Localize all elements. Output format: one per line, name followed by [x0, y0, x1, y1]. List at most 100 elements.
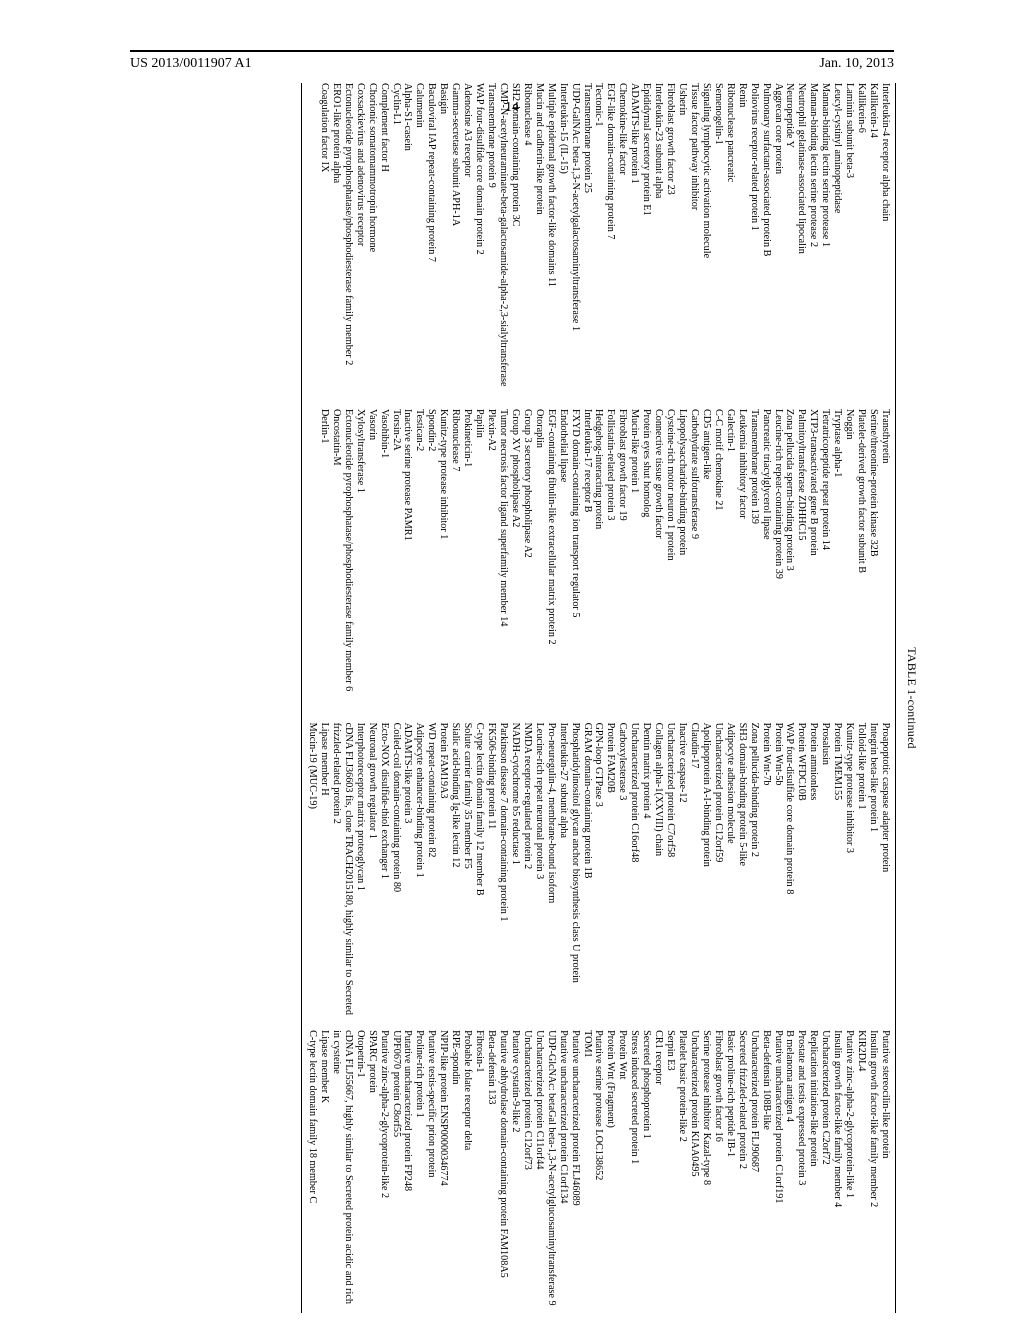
table-cell: Protein Wnt-5b	[772, 723, 784, 1025]
table-cell: Platelet basic protein-like 2	[676, 1030, 688, 1313]
table-cell: Proapoptotic caspase adapter protein	[879, 723, 891, 1025]
table-cell: SPARC protein	[366, 1030, 378, 1313]
table-cell: NPIP-like protein ENSP00000346774	[437, 1030, 449, 1313]
table-cell: Putative uncharacterized protein FP248	[402, 1030, 414, 1313]
table-cell: Semenogelin-1	[712, 83, 724, 403]
table-cell: Transmembrane protein 25	[581, 83, 593, 403]
table-cell: Neuropeptide Y	[784, 83, 796, 403]
table-cell: C-type lectin domain family 12 member B	[473, 723, 485, 1025]
table-cell: Coxsackievirus and adenovirus receptor	[354, 83, 366, 403]
table-cell: Adipocyte adhesion molecule	[724, 723, 736, 1025]
table-cell: Secreted frizzled-related protein 2	[736, 1030, 748, 1313]
table-cell: Putative serine protease LOC138652	[593, 1030, 605, 1313]
table-cell: Putative zinc-alpha-2-glycoprotein-like …	[378, 1030, 390, 1313]
table-cell: Kunitz-type protease inhibitor 1	[437, 409, 449, 717]
table-cell: Inactive serine protease PAMR1	[402, 409, 414, 717]
table-cell: Prokineticin-1	[461, 409, 473, 717]
table-cell: Prosalusin	[819, 723, 831, 1025]
table-cell: Follistatin-related protein 3	[605, 409, 617, 717]
table-body: Interleukin-4 receptor alpha chainKallik…	[304, 83, 893, 1313]
table-cell: Group 3 secretory phospholipase A2	[521, 409, 533, 717]
table-cell: Mannan-binding lectin serine protease 2	[807, 83, 819, 403]
table-cell: Sialic acid-binding Ig-like lectin 12	[449, 723, 461, 1025]
table-cell: Mucin-like protein 1	[628, 409, 640, 717]
table-cell: Basigin	[437, 83, 449, 403]
table-cell: Tolloid-like protein 1	[855, 723, 867, 1025]
table-cell: Kallikrein-14	[867, 83, 879, 403]
table-cell: Protein FAM20B	[605, 723, 617, 1025]
table-cell: Putative zinc-alpha-2-glycoprotein-like …	[843, 1030, 855, 1313]
table-cell: Palmitoyltransferase ZDHHC15	[796, 409, 808, 717]
table-cell: Adenosine A3 receptor	[461, 83, 473, 403]
table-cell: Protein Wnt (Fragment)	[605, 1030, 617, 1313]
table-column-2: TransthyretinSerine/threonine-protein ki…	[304, 409, 893, 723]
table-cell: Zona pellucida-binding protein 2	[748, 723, 760, 1025]
table-cell: Mucin and cadherin-like protein	[533, 83, 545, 403]
rotated-table-region: TABLE 1-continued Interleukin-4 receptor…	[124, 83, 919, 1313]
table-cell: Putative uncharacterized protein C1orf19…	[772, 1030, 784, 1313]
table-cell: Beta-defensin 133	[485, 1030, 497, 1313]
table-cell: Transmembrane protein 139	[748, 409, 760, 717]
table-cell: ERO1-like protein alpha	[330, 83, 342, 403]
table-cell: Torsin-2A	[390, 409, 402, 717]
table-cell: Ectonucleotide pyrophosphatase/phosphodi…	[342, 83, 354, 403]
table-cell: Otopetrin-1	[354, 1030, 366, 1313]
table-cell: Pro-neuregulin-4, membrane-bound isoform	[545, 723, 557, 1025]
table-cell: Noggin	[843, 409, 855, 717]
table-cell: GPN-loop GTPase 3	[593, 723, 605, 1025]
table-cell: Ribonuclease 7	[449, 409, 461, 717]
table-cell: Insulin growth factor-like family member…	[831, 1030, 843, 1313]
table-cell: Mannan-binding lectin serine protease 1	[819, 83, 831, 403]
table-cell: Pulmonary surfactant-associated protein …	[760, 83, 772, 403]
table-cell: Carboxylesterase 3	[616, 723, 628, 1025]
table-cell: Fibroblast growth factor 19	[616, 409, 628, 717]
table-cell: Ectonucleotide pyrophosphatase/phosphodi…	[342, 409, 354, 717]
table-cell: Derlin-1	[318, 409, 330, 717]
table-cell: Cyclin-L1	[390, 83, 402, 403]
table-cell: Putative uncharacterized protein C1orf13…	[557, 1030, 569, 1313]
table-cell: Oncostatin-M	[330, 409, 342, 717]
table-cell: Group XV phospholipase A2	[509, 409, 521, 717]
table-cell: Leucine-rich repeat-containing protein 3…	[772, 409, 784, 717]
table-cell: Uncharacterized protein C11orf44	[533, 1030, 545, 1313]
table-cell: Putative cystatin-9-like 2	[509, 1030, 521, 1313]
table-cell: Fibrosin-1	[473, 1030, 485, 1313]
table-cell: Lipase member H	[318, 723, 330, 1025]
table-cell: CMP-N-acetylneuraminate-beta-galactosami…	[497, 83, 509, 403]
table-cell: Chemokine-like factor	[616, 83, 628, 403]
table-cell: Gamma-secretase subunit APH-1A	[449, 83, 461, 403]
table-cell: Neutrophil gelatinase-associated lipocal…	[796, 83, 808, 403]
table-cell: Aggrecan core protein	[772, 83, 784, 403]
table-cell: C-C motif chemokine 21	[712, 409, 724, 717]
table-cell: Neuronal growth regulator 1	[366, 723, 378, 1025]
table-cell: Spondin-2	[425, 409, 437, 717]
table-cell: Pancreatic triacylglycerol lipase	[760, 409, 772, 717]
table-cell: CD5 antigen-like	[700, 409, 712, 717]
table-cell: Transthyretin	[879, 409, 891, 717]
table-column-3: Proapoptotic caspase adapter proteinInte…	[304, 723, 893, 1031]
table-cell: Cysteine-rich motor neuron 1 protein	[664, 409, 676, 717]
table-cell: Protein eyes shut homolog	[640, 409, 652, 717]
table-cell: Fibroblast growth factor 23	[664, 83, 676, 403]
header-rule	[130, 50, 894, 52]
table-title: TABLE 1-continued	[904, 83, 919, 1313]
table-cell: Chorionic somatomammotropin hormone	[366, 83, 378, 403]
table-cell: Vasorin	[366, 409, 378, 717]
table-cell: Ribonuclease pancreatic	[724, 83, 736, 403]
table-cell: Inactive caspase-12	[676, 723, 688, 1025]
table-cell: Protein Wnt-7b	[760, 723, 772, 1025]
table-cell: Transmembrane protein 9	[485, 83, 497, 403]
table-cell: RPE-spondin	[449, 1030, 461, 1313]
table-cell: B melanoma antigen 4	[784, 1030, 796, 1313]
table-cell: Interleukin-4 receptor alpha chain	[879, 83, 891, 403]
table-cell: Testican-2	[414, 409, 426, 717]
table-cell: Ribonuclease 4	[521, 83, 533, 403]
table-cell: Claudin-17	[688, 723, 700, 1025]
table-column-1: Interleukin-4 receptor alpha chainKallik…	[304, 83, 893, 409]
table-cell: Mucin-19 (MUC-19)	[306, 723, 318, 1025]
table-cell: Plexin-A2	[485, 409, 497, 717]
table-cell: FK506-binding protein 11	[485, 723, 497, 1025]
table-cell: Usherin	[676, 83, 688, 403]
table-cell: Papilin	[473, 409, 485, 717]
table-cell: Stress induced secreted protein 1	[628, 1030, 640, 1313]
